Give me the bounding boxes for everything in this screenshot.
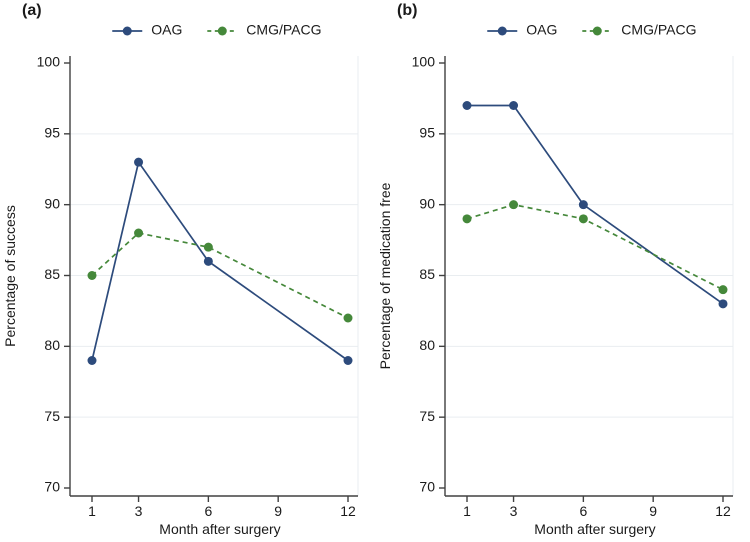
x-tick-labels: 1 3 6 9 12: [463, 496, 731, 519]
y-tick-label: 80: [419, 337, 435, 353]
y-tick-label: 70: [419, 479, 435, 495]
x-tick-label: 6: [579, 503, 587, 519]
y-tick-labels: 70 75 80 85 90 95 100: [412, 54, 445, 495]
legend-label: OAG: [526, 22, 557, 38]
panel-b-label: (b): [397, 2, 418, 19]
y-axis-title: Percentage of medication free: [377, 182, 393, 369]
y-tick-label: 80: [44, 337, 60, 353]
data-point-marker: [203, 256, 213, 266]
x-axis-title: Month after surgery: [534, 521, 655, 537]
data-point-marker: [87, 271, 97, 280]
panel-a-label: (a): [22, 2, 42, 19]
legend-sample-marker: [122, 26, 132, 36]
panel-a-chart: 70 75 80 85 90 95 100 1 3 6 9 12 Month after surgery…: [2, 22, 359, 537]
series-line: [91, 160, 349, 362]
x-tick-label: 1: [88, 503, 96, 519]
legend-sample-marker: [217, 26, 227, 36]
panel-b: (b) 70 75 80 85 90 95 100 1 3 6 9 12 Month after sur…: [375, 0, 750, 542]
gridlines: [445, 56, 734, 496]
series-line: [91, 232, 349, 319]
y-tick-label: 95: [44, 125, 60, 141]
data-point-marker: [578, 200, 588, 210]
series-cmg-pacg: [462, 200, 728, 295]
data-point-marker: [87, 356, 97, 365]
x-tick-label: 9: [274, 503, 282, 519]
x-tick-label: 9: [649, 503, 657, 519]
data-point-marker: [134, 157, 144, 167]
y-tick-labels: 70 75 80 85 90 95 100: [37, 54, 70, 495]
series-cmg-pacg: [87, 228, 353, 323]
data-point-marker: [509, 101, 519, 110]
data-point-marker: [718, 299, 728, 309]
data-point-marker: [462, 214, 472, 224]
x-tick-label: 3: [135, 503, 143, 519]
data-point-marker: [509, 200, 519, 210]
y-tick-label: 90: [419, 195, 435, 211]
y-tick-label: 100: [412, 54, 436, 70]
series-line: [466, 203, 724, 291]
legend-label: CMG/PACG: [621, 22, 696, 38]
legend-label: CMG/PACG: [246, 22, 321, 38]
y-tick-label: 70: [44, 479, 60, 495]
panel-a: (a) 70 75 80 85 90 95 100 1 3 6 9 12 Month after sur…: [2, 2, 359, 537]
x-tick-label: 3: [510, 503, 518, 519]
y-tick-label: 95: [419, 125, 435, 141]
panel-b-chart: 70 75 80 85 90 95 100 1 3 6 9 12 Month after surgery…: [377, 22, 734, 537]
y-tick-label: 90: [44, 195, 60, 211]
data-point-marker: [343, 356, 353, 365]
legend: OAG CMG/PACG: [487, 22, 697, 38]
data-point-marker: [134, 228, 144, 238]
y-tick-label: 75: [44, 408, 60, 424]
gridlines: [70, 56, 359, 496]
x-axis-title: Month after surgery: [159, 521, 280, 537]
data-point-marker: [462, 101, 472, 110]
data-point-marker: [578, 214, 588, 224]
legend: OAG CMG/PACG: [112, 22, 322, 38]
legend-sample-marker: [592, 26, 602, 36]
data-point-marker: [203, 242, 213, 252]
data-point-marker: [718, 285, 728, 295]
x-tick-label: 1: [463, 503, 471, 519]
x-tick-labels: 1 3 6 9 12: [88, 496, 356, 519]
y-tick-label: 100: [37, 54, 61, 70]
y-tick-label: 85: [419, 266, 435, 282]
y-tick-label: 75: [419, 408, 435, 424]
x-tick-label: 12: [715, 503, 731, 519]
y-axis-title: Percentage of success: [2, 205, 18, 347]
x-tick-label: 6: [204, 503, 212, 519]
x-tick-label: 12: [340, 503, 356, 519]
legend-label: OAG: [151, 22, 182, 38]
series-oag: [87, 157, 353, 365]
data-point-marker: [343, 313, 353, 323]
y-tick-label: 85: [44, 266, 60, 282]
legend-sample-marker: [497, 26, 507, 36]
